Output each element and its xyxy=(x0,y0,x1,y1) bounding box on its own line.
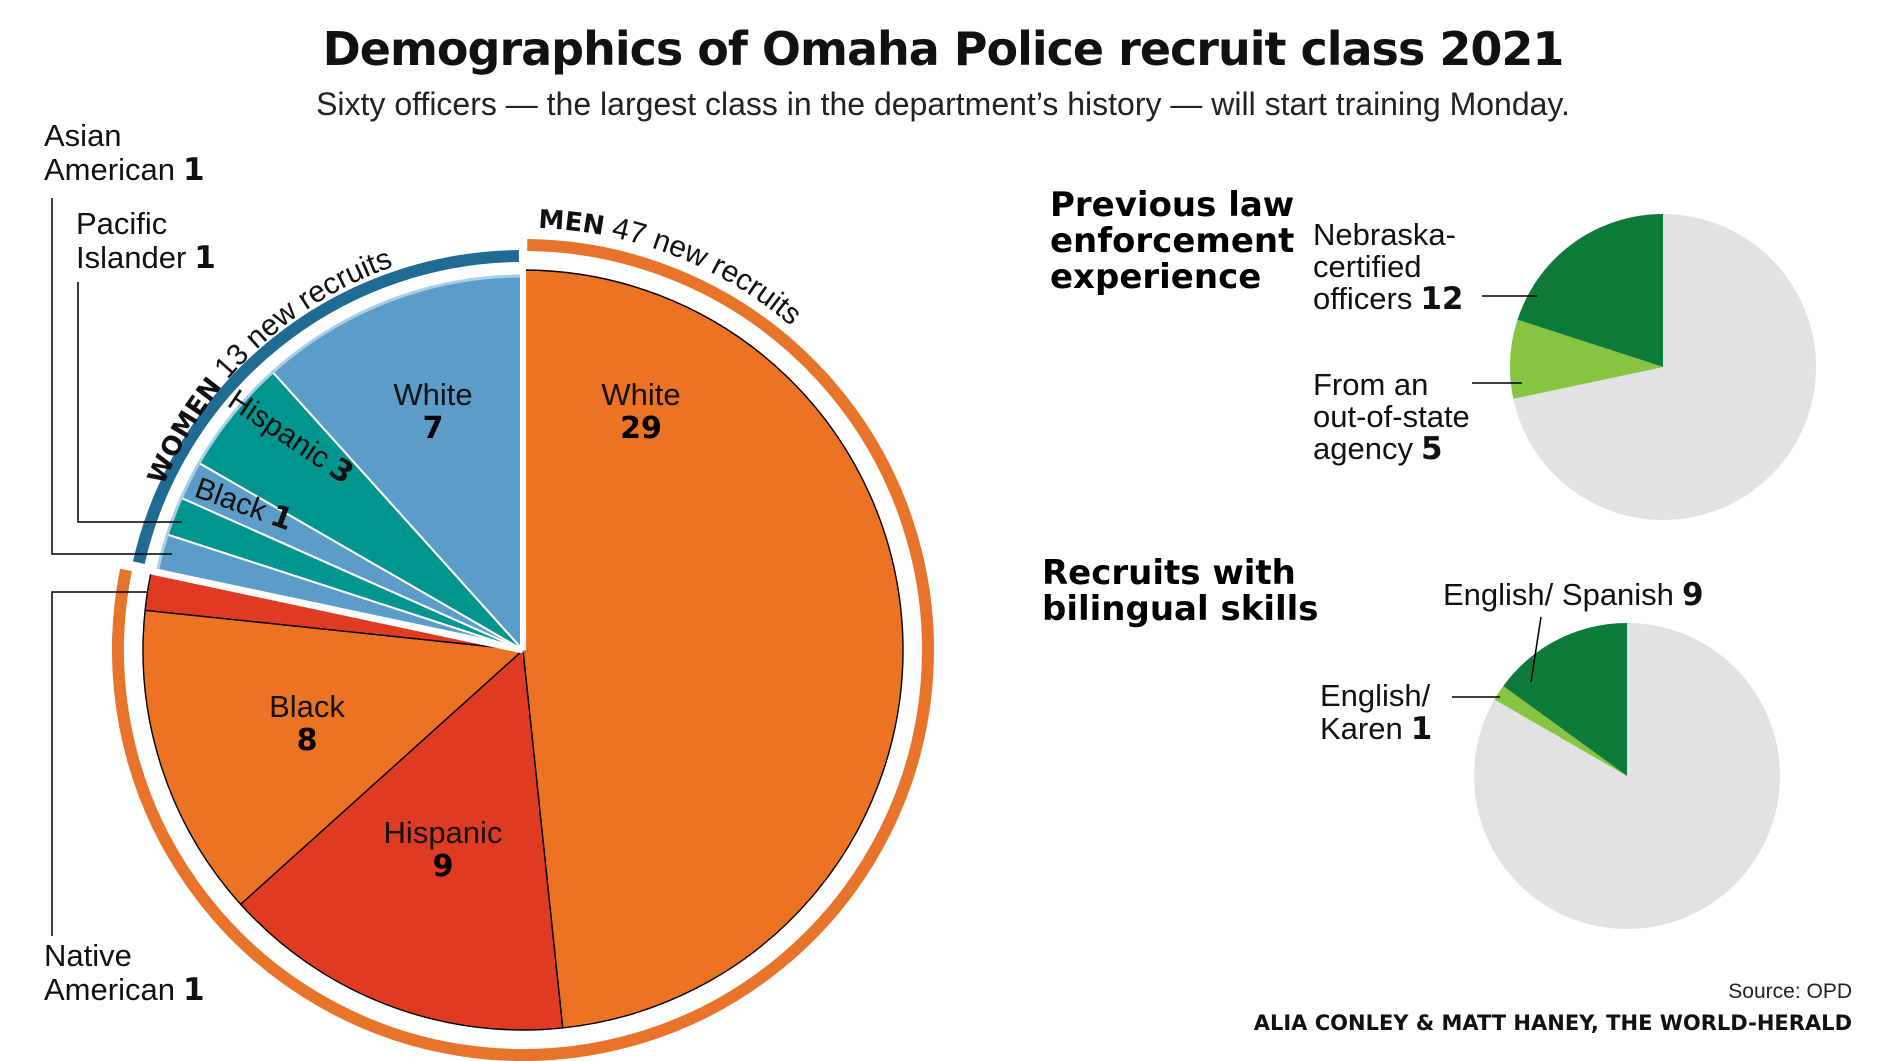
bilingual-karen-line1: English/ xyxy=(1320,678,1431,713)
law-slice-from-an-out-of-state-agency xyxy=(1509,319,1663,399)
label-women-white-value: 7 xyxy=(423,411,444,446)
callout-asian-value: 1 xyxy=(183,152,205,188)
callout-pacific-line2: Islander 1 xyxy=(76,240,216,276)
bilingual-pie xyxy=(1474,623,1780,929)
law-nebraska-line3: officers 12 xyxy=(1313,281,1464,317)
men-ring xyxy=(112,239,934,1061)
gender-rings xyxy=(112,239,934,1061)
women-section-outline xyxy=(155,274,525,652)
callout-asian-line2: American 1 xyxy=(44,152,205,188)
law-outofstate-line1: From an xyxy=(1313,367,1428,402)
law-nebraska-line2: certified xyxy=(1313,249,1422,284)
law-outofstate-line3: agency 5 xyxy=(1313,431,1443,467)
callout-native-line1: Native xyxy=(44,938,132,973)
law-title-line1: Previous law xyxy=(1050,185,1294,225)
label-men-white-value: 29 xyxy=(620,411,662,446)
bilingual-slice-english-karen xyxy=(1494,686,1627,776)
bilingual-karen-value: 1 xyxy=(1411,711,1433,747)
law-outofstate-value: 5 xyxy=(1421,431,1443,467)
gender-divider xyxy=(121,561,524,654)
bilingual-title-line1: Recruits with xyxy=(1042,553,1296,593)
men-group-name: MEN xyxy=(538,205,607,242)
label-women-white-category: White xyxy=(393,377,472,412)
callout-pacific-line1: Pacific xyxy=(76,206,167,241)
slice-men-white xyxy=(522,269,904,1029)
bilingual-spanish-value: 9 xyxy=(1682,577,1704,613)
chart-subtitle: Sixty officers — the largest class in th… xyxy=(316,86,1570,122)
chart-title: Demographics of Omaha Police recruit cla… xyxy=(322,22,1565,76)
callout-native-value: 1 xyxy=(183,972,205,1008)
law-nebraska-line1: Nebraska- xyxy=(1313,217,1456,252)
law-nebraska-value: 12 xyxy=(1420,281,1463,317)
callout-asian-line1: Asian xyxy=(44,118,122,153)
credit-line: ALIA CONLEY & MATT HANEY, THE WORLD-HERA… xyxy=(1254,1011,1852,1035)
law-title-line2: enforcement xyxy=(1050,221,1294,261)
slice-men-black xyxy=(142,609,524,905)
leader-native xyxy=(51,591,148,936)
bilingual-karen-line2: Karen 1 xyxy=(1320,711,1432,747)
leader-pacific xyxy=(77,282,182,523)
bilingual-title-line2: bilingual skills xyxy=(1042,589,1319,629)
label-men-hispanic-category: Hispanic xyxy=(384,815,503,850)
law-experience-pie xyxy=(1509,214,1816,520)
label-men-hispanic-value: 9 xyxy=(433,849,454,884)
source-note: Source: OPD xyxy=(1728,980,1852,1003)
leader-asian xyxy=(51,198,172,555)
law-title-line3: experience xyxy=(1050,257,1261,297)
callout-native-line2: American 1 xyxy=(44,972,205,1008)
law-slice-nebraska-certified-officers xyxy=(1517,214,1663,367)
leader-spanish xyxy=(1530,616,1542,683)
label-men-black-value: 8 xyxy=(297,723,318,758)
callout-pacific-value: 1 xyxy=(194,240,216,276)
bilingual-spanish-label: English/ Spanish 9 xyxy=(1443,577,1704,613)
law-outofstate-line2: out-of-state xyxy=(1313,399,1470,434)
women-ring xyxy=(132,250,519,565)
label-men-white-category: White xyxy=(601,377,680,412)
slice-men-hispanic xyxy=(239,649,564,1031)
label-men-black-category: Black xyxy=(269,689,345,724)
main-pie xyxy=(121,240,904,1031)
